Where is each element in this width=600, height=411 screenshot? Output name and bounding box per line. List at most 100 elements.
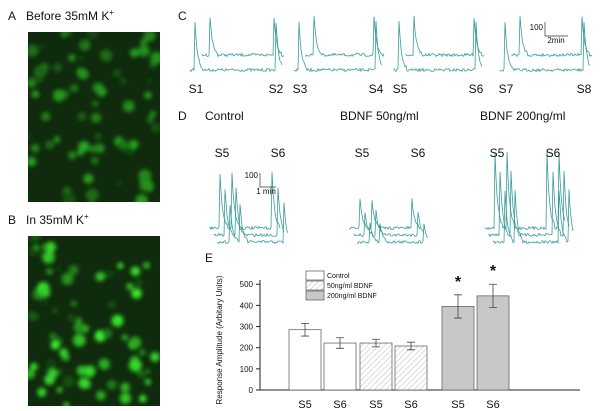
bar (476, 295, 510, 391)
trace (499, 22, 591, 73)
bar (323, 342, 357, 391)
cell (28, 156, 37, 167)
cell (83, 173, 94, 184)
bar (394, 345, 428, 391)
traces (209, 151, 574, 245)
cell (139, 395, 147, 403)
trace (217, 202, 289, 245)
cell (56, 266, 62, 272)
panel-letter: D (178, 109, 187, 123)
cell (50, 341, 60, 350)
traces (189, 15, 593, 73)
cell (96, 86, 107, 97)
cell (62, 193, 76, 202)
cell (37, 387, 47, 397)
cell (144, 378, 152, 386)
cell (138, 45, 150, 57)
scale-bar (544, 22, 568, 37)
trace (201, 17, 285, 58)
cell (68, 264, 79, 276)
cell (100, 49, 113, 62)
legend-swatch (305, 280, 325, 291)
cell (95, 272, 105, 282)
cell (73, 321, 85, 334)
cell (78, 140, 90, 153)
stimulus-label: S2 (269, 82, 284, 96)
stimulus-label: S6 (546, 146, 561, 160)
cell (67, 314, 75, 322)
bar (359, 342, 393, 391)
cell (76, 67, 85, 77)
scale-label: 100 (530, 23, 544, 32)
trace (511, 16, 593, 58)
cell (68, 54, 76, 62)
cell (30, 362, 38, 371)
y-tick-label: 500 (240, 280, 254, 289)
cell (79, 38, 87, 46)
cell (42, 300, 48, 307)
panel-letter: C (178, 9, 187, 23)
cell (39, 43, 45, 49)
cell (56, 387, 63, 393)
stimulus-label: S5 (490, 146, 505, 160)
stimulus-label: S3 (293, 82, 308, 96)
cell (135, 194, 149, 202)
cell (90, 112, 102, 124)
scale-bar (259, 173, 276, 188)
cell (146, 116, 154, 123)
cell (78, 377, 90, 389)
cell (98, 358, 110, 370)
cell (52, 89, 66, 102)
trace (488, 170, 570, 238)
cell (150, 352, 160, 362)
cell (121, 334, 128, 341)
stimulus-label: S6 (469, 82, 484, 96)
cell (112, 69, 122, 78)
cell (149, 110, 157, 118)
cell (28, 133, 32, 141)
cell (129, 336, 142, 349)
y-tick-label: 400 (240, 301, 254, 310)
cell (102, 328, 113, 339)
trace (189, 21, 283, 73)
panel-caption: In 35mM K+ (26, 212, 89, 227)
cell (116, 181, 122, 187)
trace (393, 21, 483, 73)
cell (33, 65, 47, 79)
cell (86, 32, 99, 39)
cell (46, 268, 53, 275)
cell (52, 62, 63, 73)
scale-label: 2min (547, 36, 564, 45)
bar-chart: 0 100 200 300 400 500 Response Amplitude (Arbi… (215, 263, 580, 411)
cell (41, 244, 47, 251)
significance-mark: * (455, 274, 462, 291)
legend-label: Control (327, 273, 350, 280)
cell (56, 368, 63, 375)
cell (39, 286, 51, 298)
error-bar (454, 294, 462, 319)
cells (28, 32, 160, 202)
x-tick-label: S6 (404, 399, 417, 411)
cell (94, 132, 102, 140)
trace (213, 187, 285, 237)
stimulus-label: S5 (215, 146, 230, 160)
stimulus-label: S5 (393, 82, 408, 96)
cell (62, 375, 75, 388)
panel-caption: Before 35mM K+ (26, 8, 114, 23)
stimulus-label: S6 (411, 146, 426, 160)
trace (349, 198, 421, 231)
cell (41, 111, 51, 122)
y-tick-label: 200 (240, 344, 254, 353)
cell (146, 77, 153, 85)
cell (118, 140, 129, 151)
panel-letter: E (205, 251, 213, 265)
trace (357, 222, 429, 245)
trace (353, 209, 425, 238)
cell (106, 379, 117, 390)
trace (209, 172, 281, 231)
x-tick-label: S5 (451, 399, 464, 411)
cell (89, 145, 97, 153)
trace (405, 15, 485, 58)
cell (83, 365, 96, 378)
